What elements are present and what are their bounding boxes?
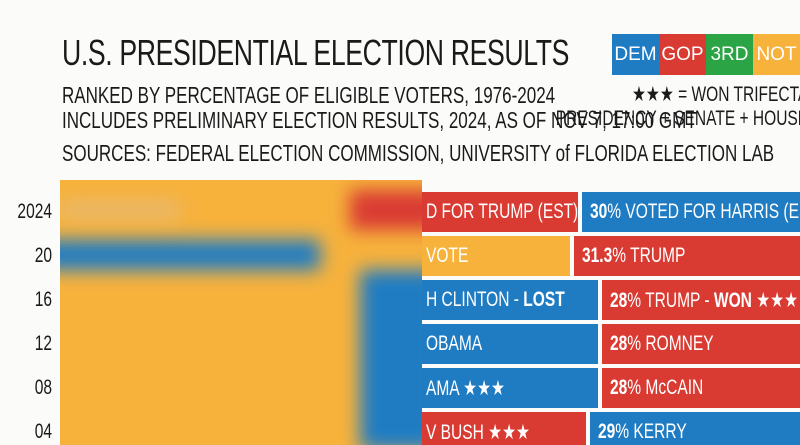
label-run: ★★★	[751, 289, 799, 312]
legend-item: DEM	[612, 34, 659, 75]
bar-label: 31.3% TRUMP	[582, 244, 685, 268]
year-label: 16	[34, 288, 52, 311]
title: U.S. PRESIDENTIAL ELECTION RESULTS	[62, 32, 570, 73]
label-run: 31.3	[582, 244, 613, 267]
bar-label: 28% McCAIN	[610, 376, 703, 400]
bar-label: 30% VOTED FOR HARRIS (EST)	[590, 200, 800, 224]
label-run: V BUSH ★★★	[426, 421, 530, 444]
legend-item: GOP	[659, 34, 706, 75]
label-run: % KERRY	[615, 420, 687, 443]
bar-segment: 28% McCAIN	[602, 368, 800, 408]
bar-segment: V BUSH ★★★	[422, 412, 586, 445]
year-label: 12	[34, 332, 52, 355]
label-run: 29	[598, 420, 616, 443]
trifecta-key: PRESIDENCY + SENATE + HOUSE	[555, 107, 800, 130]
bar-label: V BUSH ★★★	[426, 420, 530, 445]
bar-segment: OBAMA	[422, 324, 598, 364]
bar-label: 29% KERRY	[598, 420, 687, 444]
bar-label: OBAMA	[426, 332, 482, 356]
bar-label: D FOR TRUMP (EST)	[426, 200, 578, 224]
bar-segment: AMA ★★★	[422, 368, 598, 408]
year-label: 08	[34, 376, 52, 399]
bar-segment: H CLINTON - LOST	[422, 280, 598, 320]
label-run: % TRUMP -	[627, 289, 714, 312]
bar-segment: 28% ROMNEY	[602, 324, 800, 364]
blurred-region	[60, 180, 422, 445]
bar-segment: 30% VOTED FOR HARRIS (EST)	[582, 192, 800, 232]
subtitle: SOURCES: FEDERAL ELECTION COMMISSION, UN…	[62, 140, 775, 166]
label-run: VOTE	[426, 244, 469, 267]
label-run: % VOTED FOR HARRIS (EST)	[607, 200, 800, 223]
year-label: 04	[34, 420, 52, 443]
label-run: WON	[713, 289, 752, 312]
bar-segment: 28% TRUMP - WON ★★★	[602, 280, 800, 320]
bar-label: 28% ROMNEY	[610, 332, 714, 356]
label-run: % McCAIN	[627, 376, 704, 399]
trifecta-key: ★★★ = WON TRIFECTA	[631, 83, 800, 106]
subtitle: INCLUDES PRELIMINARY ELECTION RESULTS, 2…	[62, 107, 697, 133]
year-label: 2024	[17, 200, 53, 223]
bar-segment: VOTE	[422, 236, 570, 276]
label-run: 28	[610, 376, 628, 399]
bar-segment: 31.3% TRUMP	[574, 236, 800, 276]
bar-segment: 29% KERRY	[590, 412, 800, 445]
bar-label: 28% TRUMP - WON ★★★	[610, 288, 798, 313]
year-label: 20	[34, 244, 52, 267]
bar-segment: D FOR TRUMP (EST)	[422, 192, 578, 232]
bar-label: H CLINTON - LOST	[426, 288, 565, 312]
label-run: % ROMNEY	[627, 332, 714, 355]
label-run: OBAMA	[426, 332, 483, 355]
label-run: 28	[610, 289, 628, 312]
label-run: 28	[610, 332, 628, 355]
label-run: H CLINTON -	[426, 288, 524, 311]
label-run: % TRUMP	[612, 244, 686, 267]
legend-item: 3RD	[706, 34, 753, 75]
bar-label: AMA ★★★	[426, 376, 505, 401]
label-run: LOST	[523, 288, 565, 311]
label-run: D FOR TRUMP (EST)	[426, 200, 579, 223]
legend-item: NOT	[753, 34, 800, 75]
bar-label: VOTE	[426, 244, 468, 268]
label-run: 30	[590, 200, 608, 223]
label-run: AMA ★★★	[426, 377, 505, 400]
subtitle: RANKED BY PERCENTAGE OF ELIGIBLE VOTERS,…	[62, 82, 556, 108]
